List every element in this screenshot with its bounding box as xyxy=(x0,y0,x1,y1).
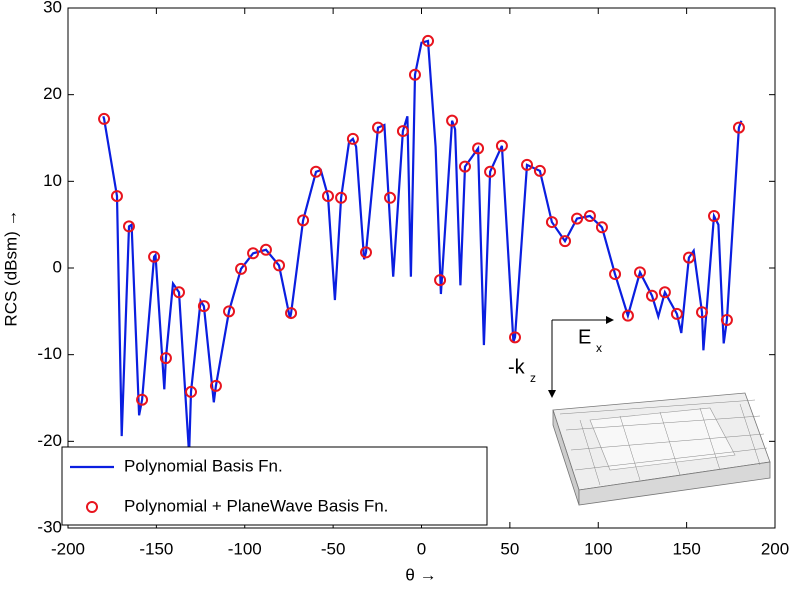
data-point xyxy=(533,164,546,177)
data-point xyxy=(148,250,161,263)
data-point xyxy=(372,121,385,134)
data-point xyxy=(223,305,236,318)
legend-swatch xyxy=(86,501,98,513)
data-point xyxy=(583,210,596,222)
x-tick-label: -200 xyxy=(51,539,85,558)
data-point xyxy=(472,142,485,155)
data-point xyxy=(360,246,373,259)
data-point xyxy=(297,214,310,227)
annotation: x xyxy=(596,341,602,355)
data-point xyxy=(595,221,608,234)
y-tick-label: -30 xyxy=(37,517,62,536)
data-point xyxy=(645,289,658,302)
data-line xyxy=(102,39,743,455)
legend-label: Polynomial + PlaneWave Basis Fn. xyxy=(124,496,388,515)
data-point xyxy=(335,191,348,204)
data-point xyxy=(633,266,646,279)
data-point xyxy=(720,314,733,326)
y-tick-label: 10 xyxy=(43,171,62,190)
data-point xyxy=(495,139,508,152)
data-point xyxy=(273,259,286,272)
data-point xyxy=(285,307,298,320)
x-tick-label: 200 xyxy=(761,539,789,558)
data-point xyxy=(98,112,111,125)
y-tick-label: 0 xyxy=(53,257,62,276)
legend-box xyxy=(61,446,488,526)
data-point xyxy=(309,165,322,178)
x-tick-label: 0 xyxy=(417,539,426,558)
annotation: z xyxy=(530,371,536,385)
data-point xyxy=(185,385,198,398)
data-point xyxy=(446,114,459,127)
data-point xyxy=(732,121,745,134)
x-axis-label: θ → xyxy=(405,565,436,584)
x-tick-label: 100 xyxy=(584,539,612,558)
data-point xyxy=(259,243,272,256)
data-point xyxy=(209,379,222,392)
data-point xyxy=(321,190,334,203)
x-tick-label: 50 xyxy=(500,539,519,558)
data-point xyxy=(235,262,248,275)
x-tick-label: -100 xyxy=(228,539,262,558)
data-point xyxy=(609,268,622,281)
y-tick-label: 20 xyxy=(43,84,62,103)
data-point xyxy=(384,191,397,204)
data-point xyxy=(458,160,471,173)
y-axis-label: RCS (dBsm) → xyxy=(1,209,20,326)
data-point xyxy=(396,125,409,138)
data-point xyxy=(682,251,695,264)
data-point xyxy=(122,220,135,233)
annotation: -k xyxy=(508,356,526,378)
data-point xyxy=(159,352,172,365)
data-point xyxy=(670,307,683,320)
data-point xyxy=(422,34,435,47)
x-tick-label: -50 xyxy=(321,539,346,558)
x-tick-label: -150 xyxy=(139,539,173,558)
y-tick-label: 30 xyxy=(43,0,62,16)
data-point xyxy=(247,247,260,260)
annotation: E xyxy=(578,326,591,348)
data-point xyxy=(521,158,534,171)
data-point xyxy=(346,132,359,145)
data-point xyxy=(708,210,721,222)
data-point xyxy=(136,393,149,406)
data-point xyxy=(172,286,185,299)
legend-label: Polynomial Basis Fn. xyxy=(124,456,283,475)
data-point xyxy=(408,68,421,81)
data-point xyxy=(658,286,671,299)
data-point xyxy=(545,216,558,229)
data-point xyxy=(197,300,210,313)
x-tick-label: 150 xyxy=(672,539,700,558)
data-point xyxy=(696,306,709,319)
y-tick-label: -20 xyxy=(37,431,62,450)
data-point xyxy=(509,331,522,344)
data-point xyxy=(484,165,497,178)
data-point xyxy=(621,309,634,322)
y-tick-label: -10 xyxy=(37,344,62,363)
inset-figure xyxy=(548,316,771,506)
data-point xyxy=(110,190,123,203)
data-point xyxy=(571,212,584,225)
data-point xyxy=(559,235,572,248)
data-point xyxy=(434,274,447,287)
